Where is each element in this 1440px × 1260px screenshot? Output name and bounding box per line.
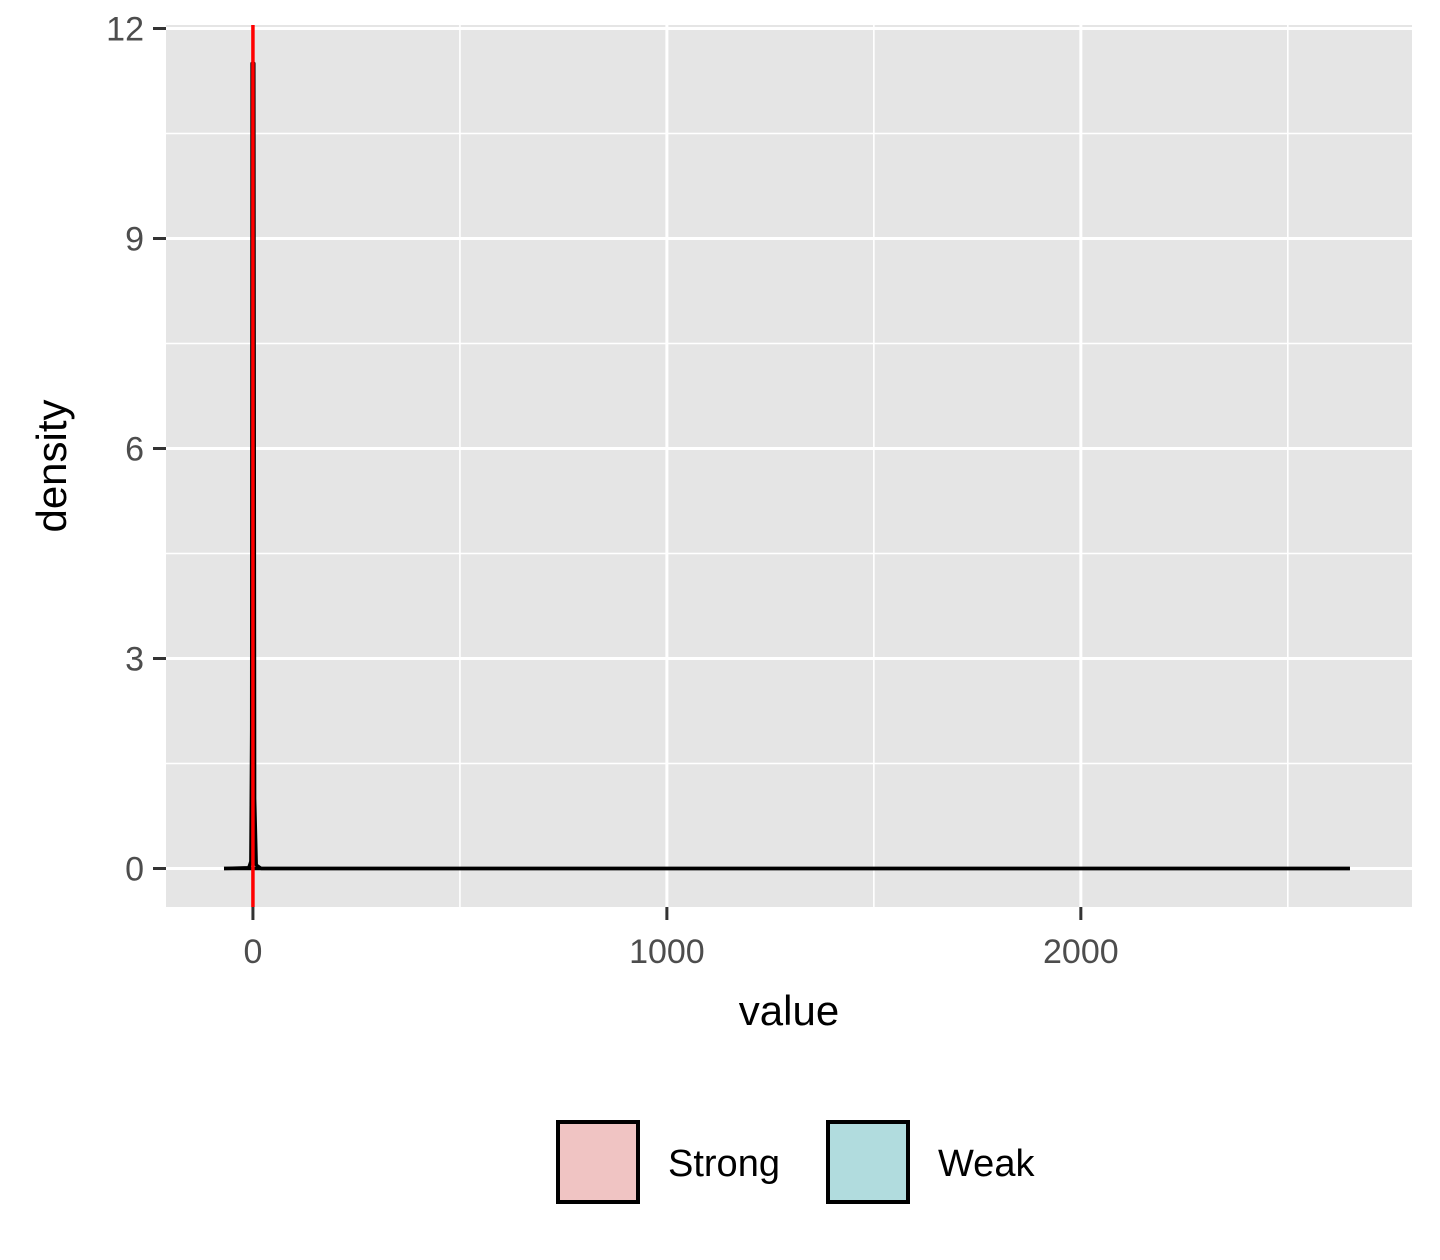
x-axis-title: value <box>739 987 839 1034</box>
x-axis: 0 1000 2000 <box>243 907 1119 971</box>
legend-label-strong: Strong <box>668 1143 780 1185</box>
x-tick-label: 2000 <box>1043 933 1119 971</box>
y-tick-label: 9 <box>125 221 144 259</box>
y-tick-label: 6 <box>125 431 144 469</box>
legend: Strong Weak <box>556 1120 1035 1204</box>
legend-label-weak: Weak <box>938 1143 1035 1185</box>
y-tick-label: 3 <box>125 641 144 679</box>
x-tick-label: 0 <box>243 933 262 971</box>
x-tick-label: 1000 <box>629 933 705 971</box>
plot-panel <box>166 25 1412 907</box>
y-tick-label: 12 <box>106 11 144 49</box>
y-axis-title: density <box>28 399 75 532</box>
legend-key-strong <box>556 1120 640 1204</box>
minor-gridlines <box>166 25 1412 907</box>
y-axis: 0 3 6 9 12 <box>106 11 166 889</box>
legend-key-weak <box>826 1120 910 1204</box>
y-tick-label: 0 <box>125 851 144 889</box>
